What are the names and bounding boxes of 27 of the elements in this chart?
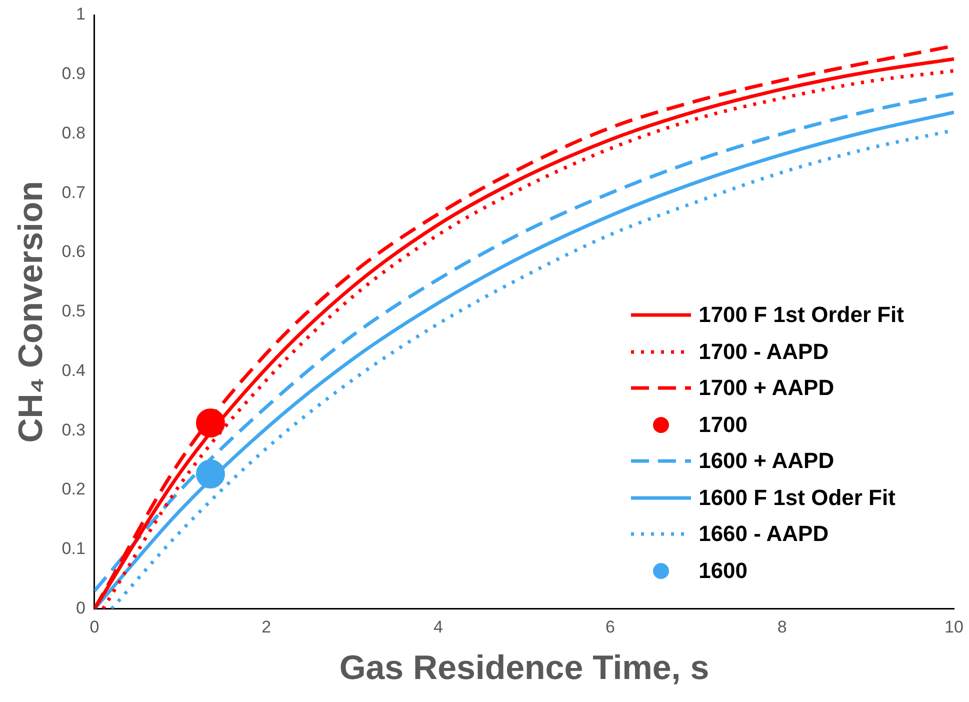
y-tick-label: 0.7 [62,182,86,202]
legend-label: 1700 - AAPD [698,338,829,365]
x-tick-label: 0 [90,618,100,637]
y-tick-label: 0.5 [62,302,86,321]
y-tick-label: 0.8 [62,123,86,142]
y-tick-label: 0.3 [62,420,86,440]
legend-label: 1700 [698,412,748,438]
x-tick-label: 2 [262,618,272,637]
x-tick-label: 8 [777,618,787,637]
y-tick-label: 0.6 [62,242,86,262]
y-tick-label: 0.2 [62,480,86,499]
legend-label: 1660 - AAPD [698,521,829,548]
x-tick-label: 10 [944,618,964,637]
y-tick-label: 0.1 [62,539,86,558]
legend-label: 1700 F 1st Order Fit [698,302,904,328]
x-tick-label: 6 [605,618,615,637]
x-tick-label: 4 [434,618,443,637]
y-tick-label: 0.4 [62,360,86,380]
legend-label: 1700 + AAPD [698,375,834,402]
legend-label: 1600 F 1st Oder Fit [698,484,896,511]
y-tick-label: 1 [76,4,86,24]
y-axis-title: CH₄ Conversion [12,181,50,443]
y-tick-label: 0.9 [62,64,86,84]
x-axis-title: Gas Residence Time, s [339,648,710,687]
legend-label: 1600 [698,558,748,584]
y-tick-label: 0 [76,598,86,618]
legend-label: 1600 + AAPD [698,448,834,474]
